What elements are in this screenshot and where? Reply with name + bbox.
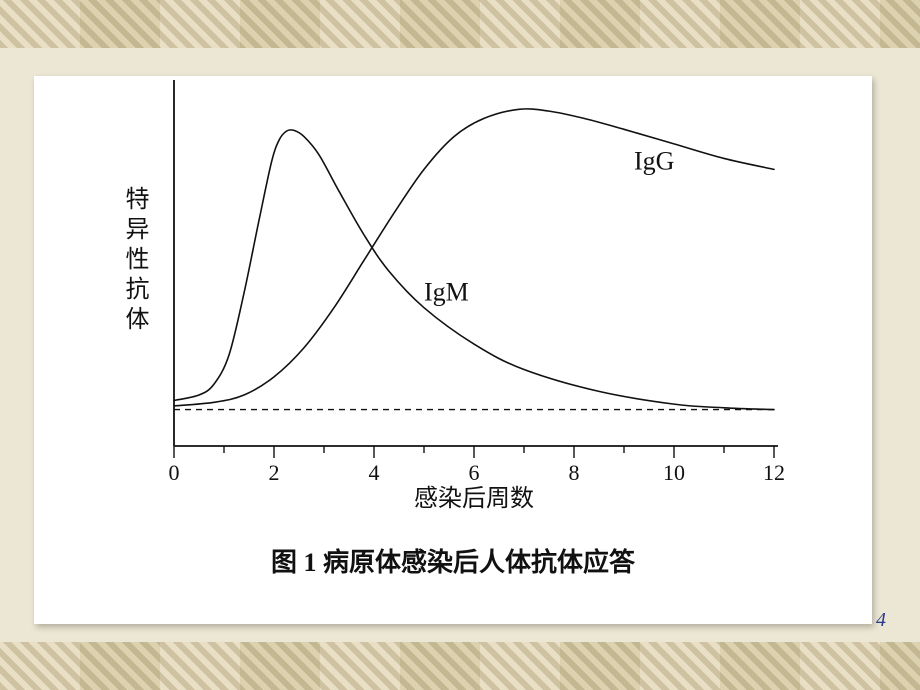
x-tick-label: 0 <box>169 460 180 485</box>
x-tick-label: 2 <box>269 460 280 485</box>
igm-curve <box>174 130 774 410</box>
x-axis-label: 感染后周数 <box>414 485 534 512</box>
series-label-igm: IgM <box>424 277 469 306</box>
x-tick-label: 10 <box>663 460 685 485</box>
igg-curve <box>174 109 774 406</box>
chart-svg: 0 2 4 6 8 10 12 特异性抗体 感染后周数 图 1 病原体感染后人体抗体应答 I… <box>34 76 872 624</box>
x-tick-label: 8 <box>569 460 580 485</box>
x-tick-label: 4 <box>369 460 380 485</box>
decorative-border-top <box>0 0 920 48</box>
antibody-response-chart: 0 2 4 6 8 10 12 特异性抗体 感染后周数 图 1 病原体感染后人体抗体应答 I… <box>34 76 872 624</box>
x-tick-label: 12 <box>763 460 785 485</box>
decorative-border-bottom <box>0 642 920 690</box>
chart-caption: 图 1 病原体感染后人体抗体应答 <box>271 547 636 577</box>
page-number: 4 <box>876 609 886 632</box>
slide-body: 0 2 4 6 8 10 12 特异性抗体 感染后周数 图 1 病原体感染后人体抗体应答 I… <box>0 48 920 642</box>
x-tick-label: 6 <box>469 460 480 485</box>
series-label-igg: IgG <box>634 146 674 175</box>
y-axis-label: 特异性抗体 <box>121 186 149 336</box>
